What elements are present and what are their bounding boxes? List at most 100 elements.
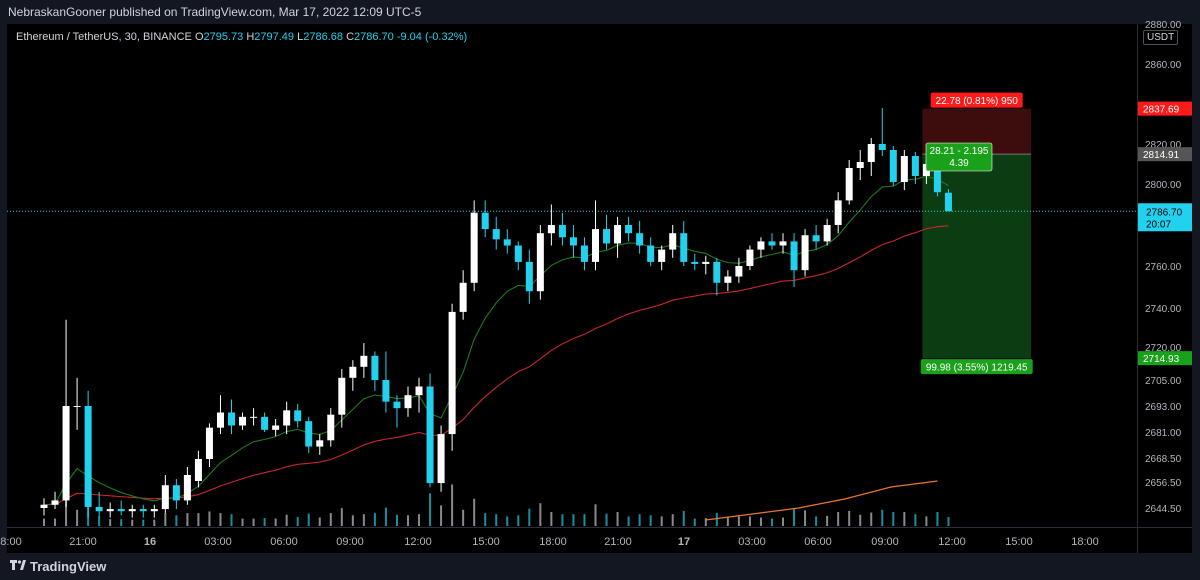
candle-body [536, 233, 544, 292]
volume-bar [395, 514, 398, 526]
entry-label-line-2: 4.39 [949, 158, 969, 169]
candle [404, 386, 412, 417]
candle-body [459, 282, 467, 312]
candle-body [40, 504, 48, 508]
candle-body [933, 164, 941, 193]
volume-bar [285, 514, 288, 526]
volume-bar [726, 517, 729, 526]
candle-body [272, 425, 280, 430]
volume-bar [175, 515, 178, 526]
candle [790, 233, 798, 287]
candle [283, 401, 291, 435]
time-tick-label: 21:00 [69, 536, 97, 548]
ema-slow-line [43, 225, 949, 506]
candle-body [283, 410, 291, 426]
volume-bar [252, 518, 255, 526]
stop-price-badge: 2837.69 [1138, 101, 1193, 116]
price-tick-label: 2720.00 [1145, 343, 1182, 354]
candle-body [481, 212, 489, 230]
volume-bar [429, 493, 432, 526]
currency-unit[interactable]: USDT [1143, 30, 1179, 45]
candle-body [746, 249, 754, 266]
candle-body [426, 386, 434, 484]
price-tick-label: 2820.00 [1145, 140, 1182, 151]
price-tick-label: 2693.00 [1145, 402, 1182, 413]
candle [481, 200, 489, 238]
candle-body [878, 144, 886, 150]
candle-body [702, 261, 710, 264]
candle-body [514, 245, 522, 262]
candle-body [669, 233, 677, 250]
price-tick-label: 2644.50 [1145, 504, 1182, 515]
volume-bar [715, 513, 718, 526]
candle [272, 419, 280, 437]
volume-bar [241, 518, 244, 526]
candle-body [371, 355, 379, 380]
volume-bar [54, 518, 57, 526]
time-axis[interactable]: 8:00 21:00 16 03:00 06:00 09:00 12:00 15:00 18:0… [0, 527, 1137, 554]
volume-bar [561, 514, 564, 526]
ohlc-legend: Ethereum / TetherUS, 30, BINANCE O2795.7… [16, 31, 467, 43]
candle [669, 225, 677, 258]
volume-bar [892, 512, 895, 526]
candle-body [294, 410, 302, 422]
volume-bar [693, 518, 696, 526]
volume-bar [43, 518, 45, 526]
candle [625, 216, 633, 242]
volume-bar [440, 505, 443, 526]
candle [360, 343, 368, 378]
entry-label-bg [925, 142, 993, 172]
stop-label: 22.78 (0.81%) 950 [930, 92, 1023, 108]
volume-bar [451, 484, 454, 526]
candle-body [867, 144, 875, 162]
price-axis[interactable]: 2880.00 2860.00 2820.00 2800.00 2760.00 2740.… [1137, 20, 1193, 527]
volume-bar [230, 514, 233, 526]
candlestick-chart[interactable]: 22.78 (0.81%) 950 99.98 (3.55%) 1219.45 28… [7, 24, 1137, 527]
time-tick-label: 15:00 [472, 536, 500, 548]
price-axis-labels: 2880.00 2860.00 2820.00 2800.00 2760.00 2740.… [1138, 20, 1193, 515]
candle [261, 412, 269, 432]
candle [205, 423, 213, 467]
candle-body [592, 229, 599, 262]
candle [437, 425, 445, 492]
volume-bar [572, 514, 575, 526]
axis-corner [1137, 527, 1193, 554]
volume-bar [373, 513, 376, 526]
candle-body [603, 229, 611, 244]
candle [536, 225, 544, 300]
volume-bar [329, 513, 332, 526]
candle [139, 504, 147, 518]
candle-body [856, 162, 864, 168]
volume-bar [671, 514, 674, 526]
candle-body [216, 412, 224, 428]
candle-body [51, 500, 59, 505]
stop-price-badge-bg [1138, 101, 1193, 116]
candle-body [382, 380, 390, 402]
volume-bar [384, 507, 387, 526]
candle [603, 214, 611, 250]
candle [547, 204, 555, 246]
volume-bar [131, 519, 134, 526]
entry-price-badge-text: 2814.91 [1143, 150, 1180, 161]
volume-bar [870, 512, 873, 526]
volume-bar [903, 512, 906, 526]
candle-body [250, 416, 258, 418]
candle [459, 270, 467, 320]
volume-bar [197, 513, 200, 526]
time-tick-label: 03:00 [204, 536, 232, 548]
candle-body [316, 440, 324, 447]
candle [845, 160, 853, 205]
time-tick-label: 09:00 [336, 536, 364, 548]
candle-body [194, 459, 202, 481]
entry-price-badge: 2814.91 [1138, 147, 1193, 162]
stop-label-bg [930, 92, 1023, 108]
candle [382, 351, 390, 413]
high-value: 2797.49 [254, 31, 295, 43]
candle [911, 152, 919, 184]
volume-bar [406, 515, 409, 526]
chart-pane[interactable]: 22.78 (0.81%) 950 99.98 (3.55%) 1219.45 28… [7, 24, 1137, 527]
candle [294, 403, 302, 428]
target-label-text: 99.98 (3.55%) 1219.45 [926, 363, 1028, 374]
target-price-badge: 2714.93 [1138, 351, 1193, 366]
